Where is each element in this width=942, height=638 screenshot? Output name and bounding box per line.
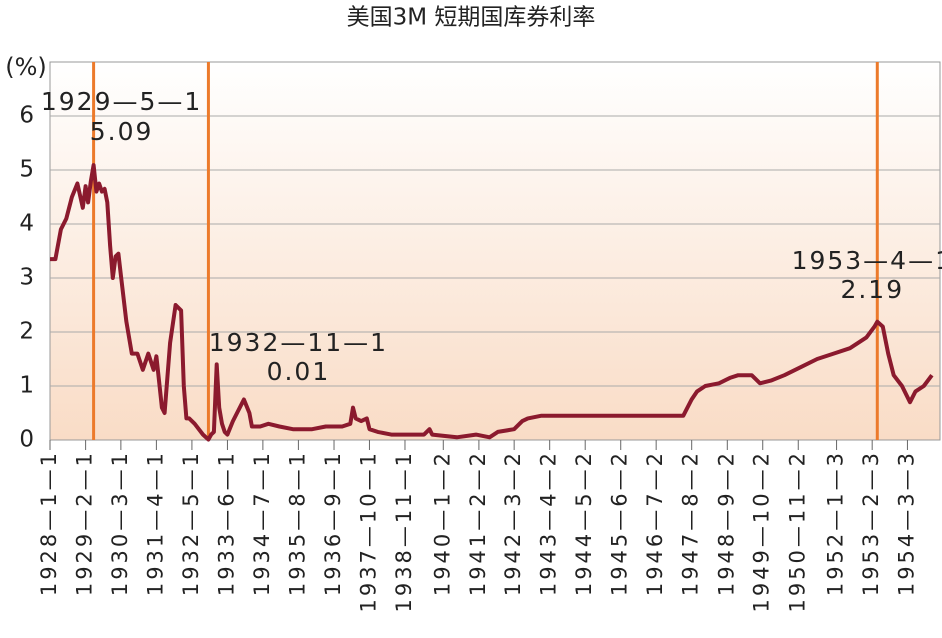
chart-title: 美国3M 短期国库券利率 [347, 5, 596, 31]
x-tick-label: 1952—1—3 [824, 450, 848, 596]
x-tick-label: 1944—5—2 [572, 450, 596, 596]
x-tick-label: 1946—7—2 [643, 450, 667, 596]
annotation-date: 1929—5—1 [41, 87, 202, 116]
y-tick-label: 4 [19, 211, 34, 237]
x-tick-label: 1948—9—2 [714, 450, 738, 596]
annotation-value: 2.19 [840, 275, 904, 304]
x-tick-label: 1933—6—1 [214, 450, 238, 596]
plot-area [49, 61, 941, 441]
x-tick-label: 1953—2—3 [859, 450, 883, 596]
y-axis-label: (%) [5, 53, 47, 81]
x-tick-label: 1943—4—2 [537, 450, 561, 596]
y-tick-label: 0 [19, 427, 34, 453]
x-tick-label: 1930—3—1 [108, 450, 132, 596]
annotation-date: 1953—4—1 [792, 246, 942, 275]
x-tick-label: 1941—2—2 [466, 450, 490, 596]
y-tick-label: 2 [19, 319, 34, 345]
x-tick-label: 1945—6—2 [608, 450, 632, 596]
x-tick-label: 1947—8—2 [679, 450, 703, 596]
data-line [50, 163, 934, 442]
x-tick-label: 1931—4—1 [143, 450, 167, 596]
x-tick-label: 1935—8—1 [285, 450, 309, 596]
x-tick-label: 1950—11—2 [785, 450, 809, 613]
x-tick-label: 1928—1—1 [37, 450, 61, 596]
annotation-date: 1932—11—1 [209, 328, 388, 357]
x-tick-label: 1936—9—1 [321, 450, 345, 596]
x-tick-label: 1940—1—2 [430, 450, 454, 596]
x-tick-label: 1954—3—3 [894, 450, 918, 596]
y-tick-label: 6 [19, 103, 34, 129]
x-tick-label: 1942—3—2 [501, 450, 525, 596]
x-tick-label: 1929—2—1 [73, 450, 97, 596]
y-tick-label: 1 [19, 373, 34, 399]
y-tick-label: 5 [19, 157, 34, 183]
annotation-value: 0.01 [267, 357, 331, 386]
x-tick-label: 1949—10—2 [750, 450, 774, 613]
y-tick-label: 3 [19, 265, 34, 291]
x-tick-label: 1934—7—1 [250, 450, 274, 596]
annotation-value: 5.09 [90, 117, 154, 146]
x-tick-label: 1937—10—1 [356, 450, 380, 613]
x-tick-label: 1932—5—1 [179, 450, 203, 596]
x-tick-label: 1938—11—1 [392, 450, 416, 613]
